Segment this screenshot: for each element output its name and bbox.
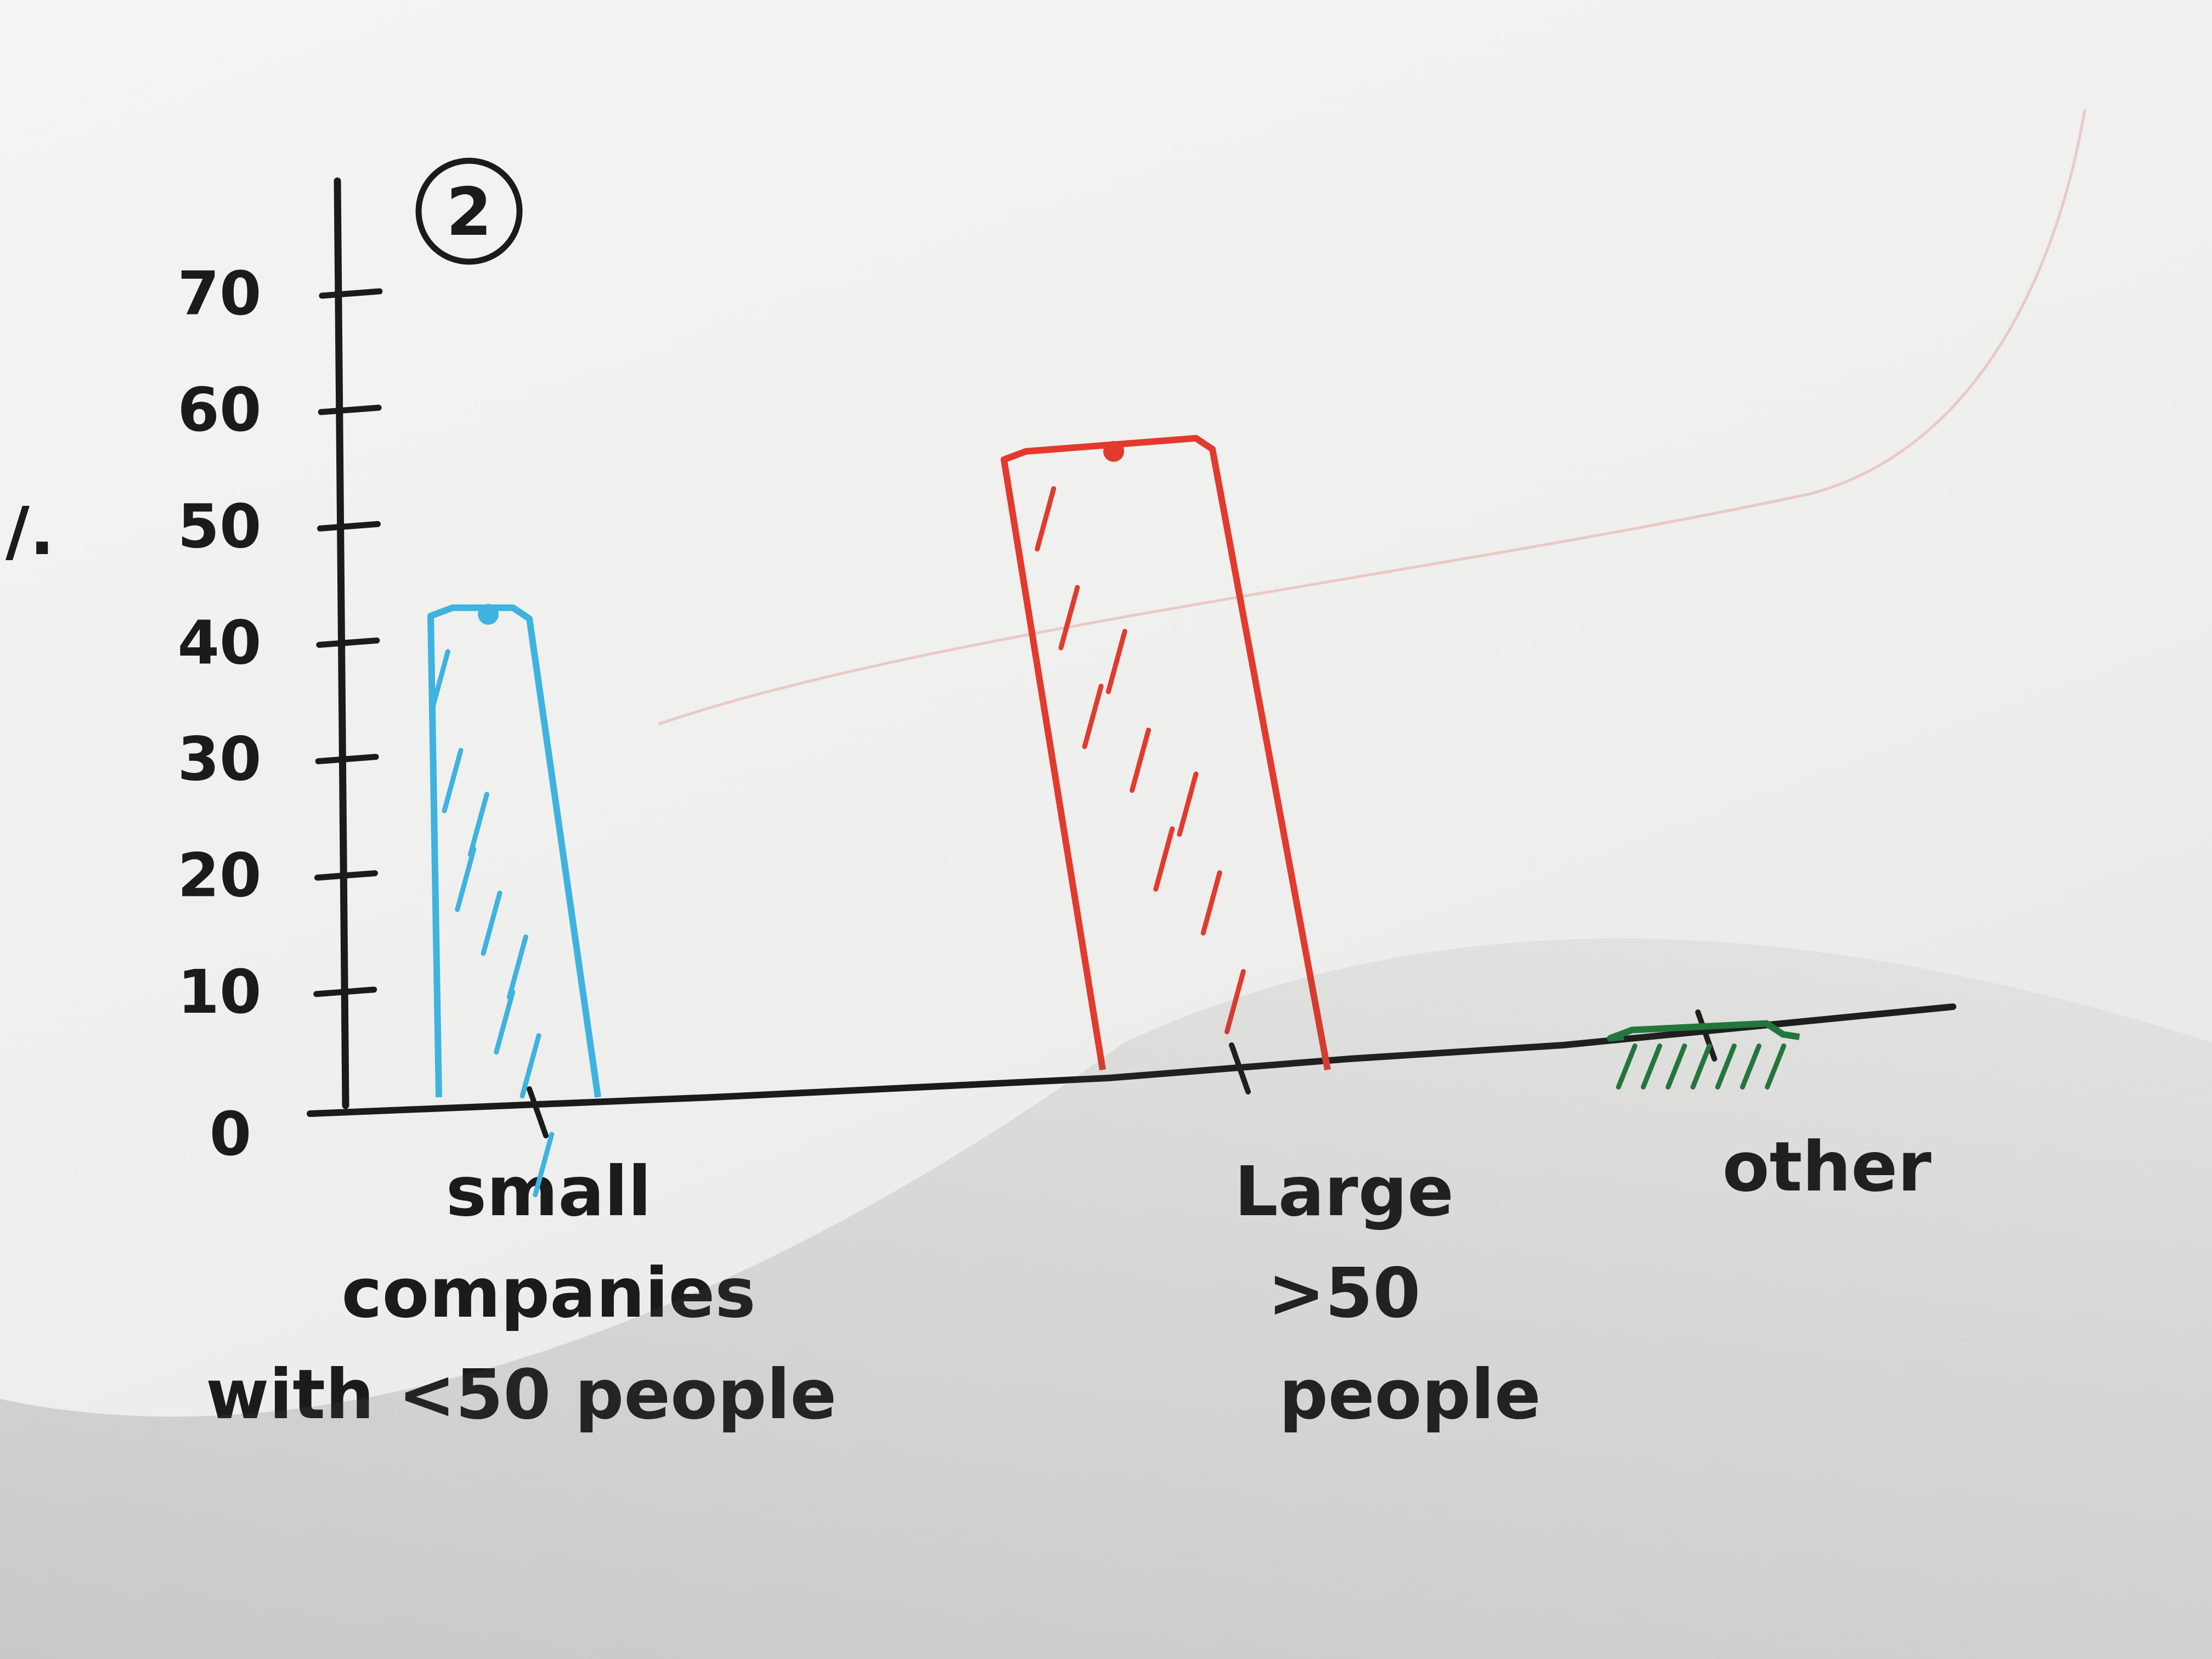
bar-1-hatch-1 <box>1058 585 1080 651</box>
bar-1-hatch-3 <box>1105 629 1127 695</box>
bar-1-hatch-6 <box>1177 771 1199 837</box>
bar-0-hatch-4 <box>481 890 503 956</box>
circled-number-marker: 2 <box>415 157 523 265</box>
category-label-2-line-0: other <box>1722 1127 1931 1207</box>
category-label-1-line-2: people <box>1279 1355 1541 1435</box>
y-tick-label-70: 70 <box>177 258 261 329</box>
bar-1-hatch-2 <box>1082 684 1104 749</box>
bar-1-hatch-4 <box>1130 727 1151 793</box>
bar-0-hatch-2 <box>455 847 477 912</box>
category-label-0-line-2: with <50 people <box>206 1355 837 1435</box>
bar-1-hatch-8 <box>1224 969 1246 1035</box>
bar-2-hatch-3 <box>1690 1043 1712 1090</box>
y-tick-20 <box>314 870 378 881</box>
y-tick-50 <box>317 521 381 532</box>
category-label-1-line-0: Large <box>1234 1152 1454 1232</box>
bar-0 <box>427 604 601 1098</box>
bar-2-hatch-4 <box>1715 1043 1737 1090</box>
bar-2-hatch-0 <box>1616 1043 1638 1090</box>
y-tick-label-10: 10 <box>177 957 261 1027</box>
category-label-1: Large >50 people <box>1234 1152 1541 1435</box>
bar-1-hatch-5 <box>1153 826 1175 892</box>
bar-1-hatch-7 <box>1200 870 1222 936</box>
bar-2-hatch-1 <box>1640 1043 1662 1090</box>
y-tick-70 <box>319 288 383 299</box>
y-tick-label-50: 50 <box>177 491 261 561</box>
marker-number: 2 <box>446 174 492 251</box>
y-tick-label-0: 0 <box>210 1099 252 1169</box>
y-tick-10 <box>313 986 377 997</box>
bars <box>427 435 1800 1198</box>
category-label-0: small companies with <50 people <box>206 1152 837 1435</box>
bar-2-hatch-5 <box>1740 1043 1762 1090</box>
category-label-1-line-1: >50 <box>1268 1254 1421 1333</box>
bar-0-hatch-6 <box>506 934 528 1000</box>
y-tick-label-20: 20 <box>177 840 261 911</box>
category-label-0-line-0: small <box>446 1152 652 1232</box>
y-tick-60 <box>318 404 382 415</box>
paper-margin-line <box>658 109 2086 726</box>
x-axis: small companies with <50 people Large >50 peo… <box>206 1003 1956 1435</box>
bar-1 <box>1001 435 1331 1071</box>
bar-0-hatch-3 <box>467 792 489 857</box>
bar-0-hatch-1 <box>442 748 464 814</box>
y-tick-30 <box>315 754 379 765</box>
y-tick-40 <box>316 637 380 648</box>
y-axis: 0 10 20 30 40 50 60 70 <box>177 177 383 1169</box>
x-tick-0 <box>527 1086 549 1138</box>
y-tick-label-40: 40 <box>177 607 261 678</box>
y-tick-label-60: 60 <box>177 375 261 445</box>
bar-1-top-dot <box>1103 441 1124 462</box>
bar-0-hatch-5 <box>494 989 516 1055</box>
bar-1-hatch-0 <box>1035 486 1057 552</box>
bar-0-top-dot <box>478 603 499 625</box>
margin-mark: /. <box>5 494 54 570</box>
bar-2-hatch-6 <box>1764 1043 1786 1090</box>
category-label-2: other <box>1722 1127 1931 1207</box>
y-tick-label-30: 30 <box>177 724 261 794</box>
bar-2-hatch-2 <box>1666 1043 1688 1090</box>
category-label-0-line-1: companies <box>341 1254 755 1333</box>
bar-0-hatch-0 <box>428 649 450 715</box>
